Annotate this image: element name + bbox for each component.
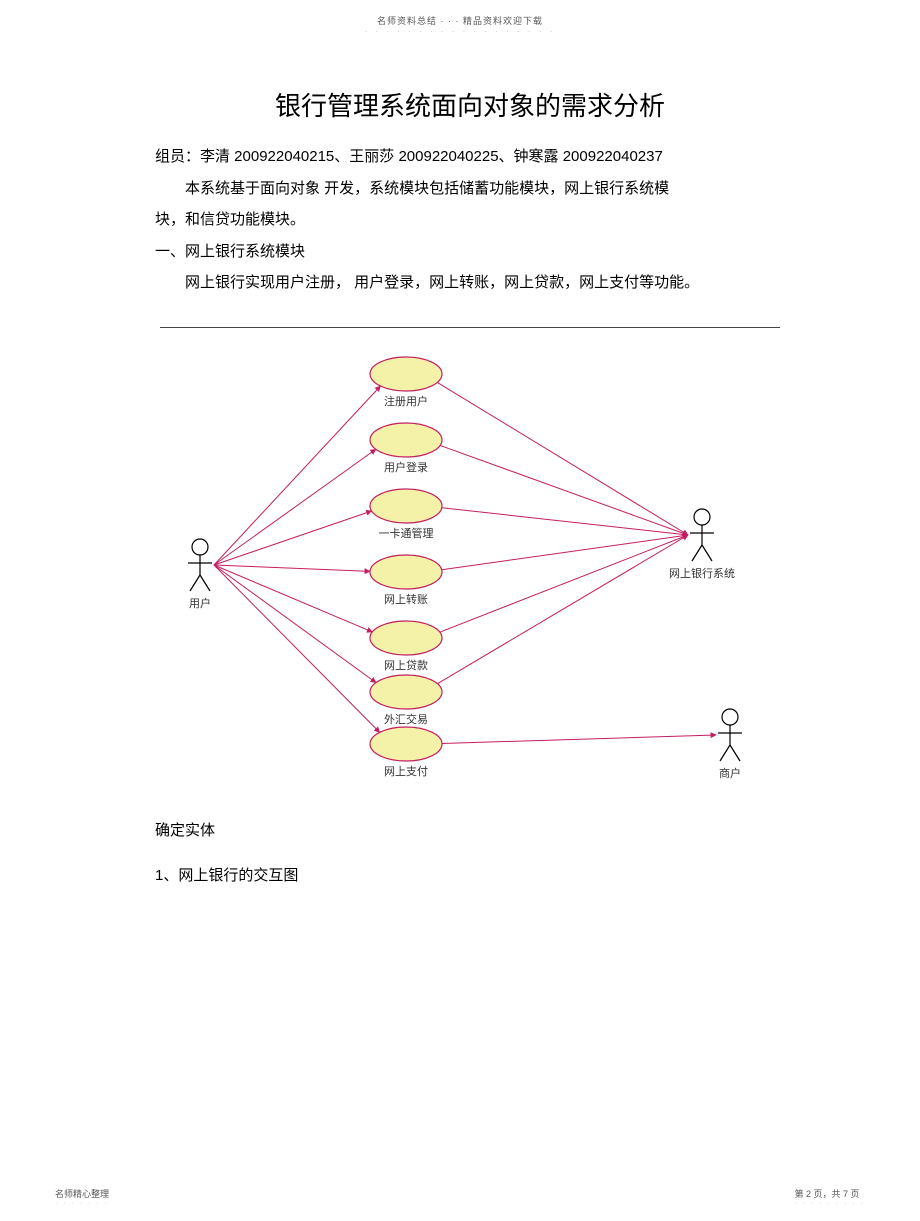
footer-right-dots: · · · · · · · · · [794, 1200, 865, 1207]
members-line: 组员：李清 200922040215、王丽莎 200922040225、钟寒露 … [155, 141, 785, 173]
intro-line-2: 块，和信贷功能模块。 [155, 204, 785, 236]
svg-text:用户: 用户 [189, 596, 211, 610]
svg-text:网上转账: 网上转账 [384, 592, 428, 606]
section-1-body: 网上银行实现用户注册， 用户登录，网上转账，网上贷款，网上支付等功能。 [155, 267, 785, 299]
footer-left-dots: · · · · · · · [55, 1200, 109, 1207]
svg-text:注册用户: 注册用户 [384, 394, 428, 408]
entities-heading: 确定实体 [155, 819, 785, 840]
diagram-svg: 注册用户用户登录一卡通管理网上转账网上贷款外汇交易网上支付 用户 网上银行系统商户 [160, 319, 780, 789]
section-1-title: 一、网上银行系统模块 [155, 236, 785, 268]
footer-left-text: 名师精心整理 [55, 1187, 109, 1200]
svg-text:网上银行系统: 网上银行系统 [669, 566, 735, 580]
svg-text:一卡通管理: 一卡通管理 [379, 526, 434, 540]
header-small-text: 名师资料总结 · · · 精品资料欢迎下载 [0, 0, 920, 27]
header-dots: · · · · · · · · · · · · · · · · · · [0, 27, 920, 36]
page-content: 银行管理系统面向对象的需求分析 组员：李清 200922040215、王丽莎 2… [0, 36, 920, 885]
intro-line-1: 本系统基于面向对象 开发，系统模块包括储蓄功能模块，网上银行系统模 [155, 173, 785, 205]
svg-text:网上贷款: 网上贷款 [384, 658, 428, 672]
footer-right-text: 第 2 页，共 7 页 [794, 1187, 865, 1200]
diagram-top-rule [160, 327, 780, 328]
interaction-heading: 1、网上银行的交互图 [155, 864, 785, 885]
post-diagram-text: 确定实体 1、网上银行的交互图 [155, 819, 785, 885]
svg-text:网上支付: 网上支付 [384, 765, 428, 778]
page-title: 银行管理系统面向对象的需求分析 [155, 86, 785, 123]
svg-text:用户登录: 用户登录 [384, 460, 428, 474]
svg-text:商户: 商户 [719, 766, 741, 780]
use-case-diagram: 注册用户用户登录一卡通管理网上转账网上贷款外汇交易网上支付 用户 网上银行系统商户 [160, 319, 780, 789]
footer-left: 名师精心整理 · · · · · · · [55, 1187, 109, 1207]
svg-text:外汇交易: 外汇交易 [384, 712, 428, 726]
footer-right: 第 2 页，共 7 页 · · · · · · · · · [794, 1187, 865, 1207]
